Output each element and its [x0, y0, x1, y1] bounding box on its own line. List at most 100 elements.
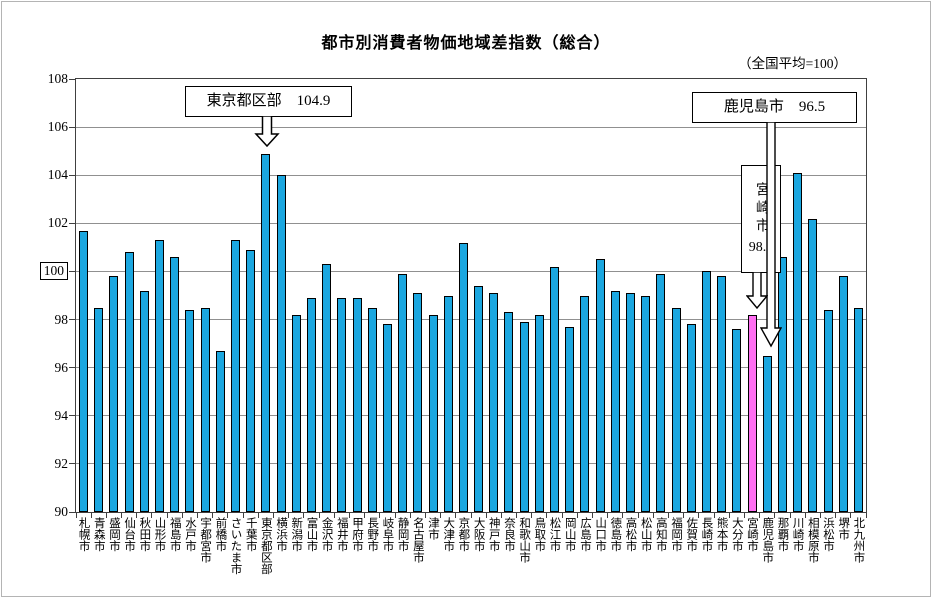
x-axis-tick — [637, 513, 639, 518]
y-axis-label-106: 106 — [47, 119, 68, 135]
x-axis-tick — [227, 513, 229, 518]
x-axis-tick — [121, 513, 123, 518]
y-axis-tick — [69, 270, 75, 272]
bar-宮崎市 — [747, 314, 757, 512]
x-axis-tick — [409, 513, 411, 518]
y-axis-tick — [69, 78, 75, 80]
bar-神戸市 — [489, 293, 499, 512]
bar-水戸市 — [185, 309, 195, 512]
x-axis-tick — [592, 513, 594, 518]
y-axis-tick — [69, 174, 75, 176]
x-axis-tick — [364, 513, 366, 518]
bar-富山市 — [306, 297, 316, 512]
x-axis-tick — [166, 513, 168, 518]
x-axis-tick — [728, 513, 730, 518]
x-axis-label-名古屋市: 名古屋市 — [411, 517, 424, 563]
x-axis-label-秋田市: 秋田市 — [138, 517, 151, 552]
bar-松江市 — [550, 266, 560, 512]
x-axis-label-札幌市: 札幌市 — [77, 517, 90, 552]
y-axis-label-96: 96 — [54, 359, 69, 375]
arrow-down-icon-kagoshima — [760, 122, 782, 348]
x-axis-label-仙台市: 仙台市 — [123, 517, 136, 552]
y-axis-tick — [69, 126, 75, 128]
gridline — [76, 415, 866, 417]
arrow-down-icon-tokyo — [254, 116, 280, 148]
chart-note: （全国平均=100） — [738, 56, 847, 71]
gridline — [76, 270, 866, 272]
x-axis-tick — [683, 513, 685, 518]
bar-前橋市 — [215, 350, 225, 512]
x-axis-label-福岡市: 福岡市 — [670, 517, 683, 552]
bar-高知市 — [656, 273, 666, 512]
x-axis-label-浜松市: 浜松市 — [822, 517, 835, 552]
x-axis-label-鹿児島市: 鹿児島市 — [761, 517, 774, 563]
x-axis-label-盛岡市: 盛岡市 — [107, 517, 120, 552]
bar-相模原市 — [808, 218, 818, 512]
x-axis-tick — [136, 513, 138, 518]
bar-宇都宮市 — [200, 307, 210, 512]
y-axis-tick — [69, 222, 75, 224]
x-axis-label-長野市: 長野市 — [366, 517, 379, 552]
bar-長崎市 — [701, 271, 711, 512]
y-axis-label-102: 102 — [47, 215, 68, 231]
x-axis-tick — [759, 513, 761, 518]
bar-横浜市 — [276, 175, 286, 512]
x-axis-tick — [485, 513, 487, 518]
callout-tokyo-label: 東京都区部 104.9 — [206, 93, 331, 109]
bar-大津市 — [443, 295, 453, 512]
bar-鹿児島市 — [762, 355, 772, 512]
x-axis-label-和歌山市: 和歌山市 — [518, 517, 531, 563]
x-axis-tick — [804, 513, 806, 518]
x-axis-label-水戸市: 水戸市 — [183, 517, 196, 552]
y-axis-label-94: 94 — [54, 407, 69, 423]
x-axis-label-松山市: 松山市 — [639, 517, 652, 552]
x-axis-label-相模原市: 相模原市 — [806, 517, 819, 563]
x-axis-label-川崎市: 川崎市 — [791, 517, 804, 552]
x-axis-tick — [318, 513, 320, 518]
bar-北九州市 — [853, 307, 863, 512]
bar-福島市 — [170, 257, 180, 512]
bar-和歌山市 — [519, 321, 529, 512]
bar-秋田市 — [139, 290, 149, 512]
x-axis-label-佐賀市: 佐賀市 — [685, 517, 698, 552]
x-axis-label-岐阜市: 岐阜市 — [381, 517, 394, 552]
x-axis-tick — [576, 513, 578, 518]
y-axis-label-104: 104 — [47, 167, 68, 183]
bar-金沢市 — [322, 264, 332, 512]
bar-名古屋市 — [413, 293, 423, 512]
bar-徳島市 — [610, 290, 620, 512]
x-axis-label-横浜市: 横浜市 — [275, 517, 288, 552]
x-axis-label-神戸市: 神戸市 — [487, 517, 500, 552]
x-axis-tick — [424, 513, 426, 518]
x-axis-tick — [273, 513, 274, 518]
gridline — [76, 367, 866, 369]
x-axis-label-前橋市: 前橋市 — [214, 517, 227, 552]
x-axis-label-津市: 津市 — [427, 517, 440, 540]
bar-長野市 — [367, 307, 377, 512]
x-axis-tick — [257, 513, 259, 518]
x-axis-tick — [197, 513, 199, 518]
bar-那覇市 — [777, 257, 787, 512]
bar-札幌市 — [79, 230, 89, 512]
x-axis-tick — [561, 513, 563, 518]
y-axis-tick — [69, 415, 75, 417]
x-axis-label-青森市: 青森市 — [92, 517, 105, 552]
x-axis-tick — [151, 513, 153, 518]
bar-山口市 — [595, 259, 605, 512]
x-axis-label-さいたま市: さいたま市 — [229, 517, 242, 575]
x-axis-tick — [288, 513, 290, 518]
x-axis-tick — [181, 513, 183, 518]
x-axis-tick — [242, 513, 244, 518]
callout-kagoshima-label: 鹿児島市 96.5 — [723, 99, 826, 115]
gridline — [76, 126, 866, 128]
bar-岡山市 — [565, 326, 575, 512]
x-axis-label-富山市: 富山市 — [305, 517, 318, 552]
x-axis-tick — [774, 513, 776, 518]
y-axis-tick — [69, 511, 75, 513]
bar-盛岡市 — [109, 276, 119, 512]
bar-新潟市 — [291, 314, 301, 512]
gridline — [76, 222, 866, 224]
y-axis-label-90: 90 — [54, 504, 69, 519]
